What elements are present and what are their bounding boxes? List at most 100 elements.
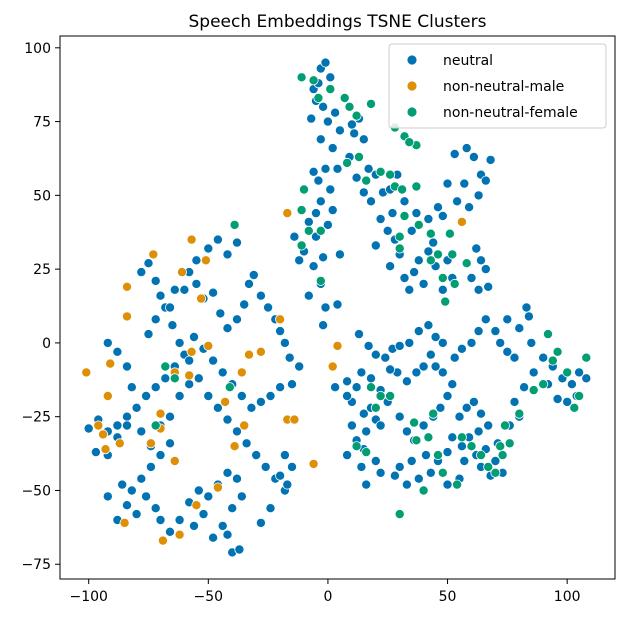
point-neutral bbox=[385, 364, 396, 375]
point-non-neutral-male bbox=[148, 249, 159, 260]
point-neutral bbox=[526, 337, 537, 348]
point-non-neutral-female bbox=[308, 75, 319, 86]
point-non-neutral-female bbox=[361, 175, 372, 186]
point-neutral bbox=[401, 426, 412, 437]
point-neutral bbox=[246, 402, 257, 413]
point-neutral bbox=[188, 520, 199, 531]
point-neutral bbox=[265, 503, 276, 514]
point-neutral bbox=[330, 382, 341, 393]
legend-box bbox=[388, 43, 607, 129]
point-neutral bbox=[198, 509, 209, 520]
legend: neutral non-neutral-male non-neutral-fem… bbox=[388, 43, 607, 129]
point-neutral bbox=[215, 308, 226, 319]
y-tick-label: −75 bbox=[21, 557, 51, 573]
point-neutral bbox=[394, 340, 405, 351]
point-neutral bbox=[308, 261, 319, 272]
point-neutral bbox=[141, 491, 152, 502]
point-neutral bbox=[442, 447, 453, 458]
point-neutral bbox=[236, 491, 247, 502]
legend-label-non-neutral-male: non-neutral-male bbox=[443, 79, 564, 95]
point-neutral bbox=[480, 175, 491, 186]
point-neutral bbox=[217, 520, 228, 531]
point-neutral bbox=[346, 420, 357, 431]
point-neutral bbox=[449, 148, 460, 159]
point-neutral bbox=[370, 240, 381, 251]
point-non-neutral-female bbox=[495, 441, 506, 452]
point-neutral bbox=[145, 461, 156, 472]
point-neutral bbox=[473, 326, 484, 337]
point-neutral bbox=[502, 346, 513, 357]
point-neutral bbox=[155, 290, 166, 301]
point-neutral bbox=[320, 57, 331, 68]
y-tick-label: 100 bbox=[24, 41, 51, 57]
point-neutral bbox=[222, 249, 233, 260]
point-neutral bbox=[184, 379, 195, 390]
point-neutral bbox=[442, 390, 453, 401]
point-neutral bbox=[327, 205, 338, 216]
point-non-neutral-female bbox=[456, 432, 467, 443]
point-neutral bbox=[222, 414, 233, 425]
legend-marker-non-neutral-male bbox=[406, 80, 418, 92]
point-non-neutral-male bbox=[114, 438, 125, 449]
point-neutral bbox=[325, 184, 336, 195]
point-neutral bbox=[447, 379, 458, 390]
point-non-neutral-male bbox=[145, 438, 156, 449]
point-neutral bbox=[562, 396, 573, 407]
point-neutral bbox=[306, 113, 317, 124]
point-neutral bbox=[480, 264, 491, 275]
point-non-neutral-male bbox=[200, 255, 211, 266]
point-neutral bbox=[432, 202, 443, 213]
point-non-neutral-male bbox=[122, 281, 133, 292]
point-neutral bbox=[222, 323, 233, 334]
point-non-neutral-male bbox=[191, 500, 202, 511]
point-non-neutral-female bbox=[444, 228, 455, 239]
point-non-neutral-female bbox=[224, 382, 235, 393]
point-neutral bbox=[275, 326, 286, 337]
point-neutral bbox=[263, 302, 274, 313]
point-neutral bbox=[236, 390, 247, 401]
point-neutral bbox=[365, 373, 376, 384]
point-neutral bbox=[275, 382, 286, 393]
point-neutral bbox=[332, 299, 343, 310]
point-neutral bbox=[289, 231, 300, 242]
point-neutral bbox=[174, 337, 185, 348]
point-neutral bbox=[251, 450, 262, 461]
point-non-neutral-female bbox=[353, 151, 364, 162]
point-neutral bbox=[150, 275, 161, 286]
point-non-neutral-female bbox=[475, 450, 486, 461]
point-neutral bbox=[480, 314, 491, 325]
point-neutral bbox=[294, 361, 305, 372]
point-non-neutral-female bbox=[499, 420, 510, 431]
point-neutral bbox=[485, 154, 496, 165]
point-non-neutral-female bbox=[409, 417, 420, 428]
point-neutral bbox=[155, 515, 166, 526]
point-non-neutral-male bbox=[100, 444, 111, 455]
y-tick-label: 25 bbox=[33, 262, 51, 278]
point-neutral bbox=[519, 382, 530, 393]
point-neutral bbox=[126, 382, 137, 393]
point-neutral bbox=[255, 396, 266, 407]
point-non-neutral-female bbox=[399, 210, 410, 221]
legend-marker-neutral bbox=[406, 54, 418, 66]
point-neutral bbox=[122, 411, 133, 422]
x-tick-label: −100 bbox=[69, 589, 107, 605]
point-non-neutral-male bbox=[184, 370, 195, 381]
point-neutral bbox=[502, 314, 513, 325]
point-neutral bbox=[320, 302, 331, 313]
point-neutral bbox=[380, 352, 391, 363]
point-neutral bbox=[143, 258, 154, 269]
point-neutral bbox=[483, 420, 494, 431]
point-neutral bbox=[464, 202, 475, 213]
point-neutral bbox=[255, 517, 266, 528]
point-neutral bbox=[459, 455, 470, 466]
point-neutral bbox=[234, 544, 245, 555]
point-neutral bbox=[356, 461, 367, 472]
point-neutral bbox=[248, 269, 259, 280]
point-neutral bbox=[286, 379, 297, 390]
point-non-neutral-male bbox=[289, 414, 300, 425]
point-non-neutral-female bbox=[447, 249, 458, 260]
point-non-neutral-female bbox=[385, 169, 396, 180]
point-neutral bbox=[141, 390, 152, 401]
point-neutral bbox=[203, 243, 214, 254]
